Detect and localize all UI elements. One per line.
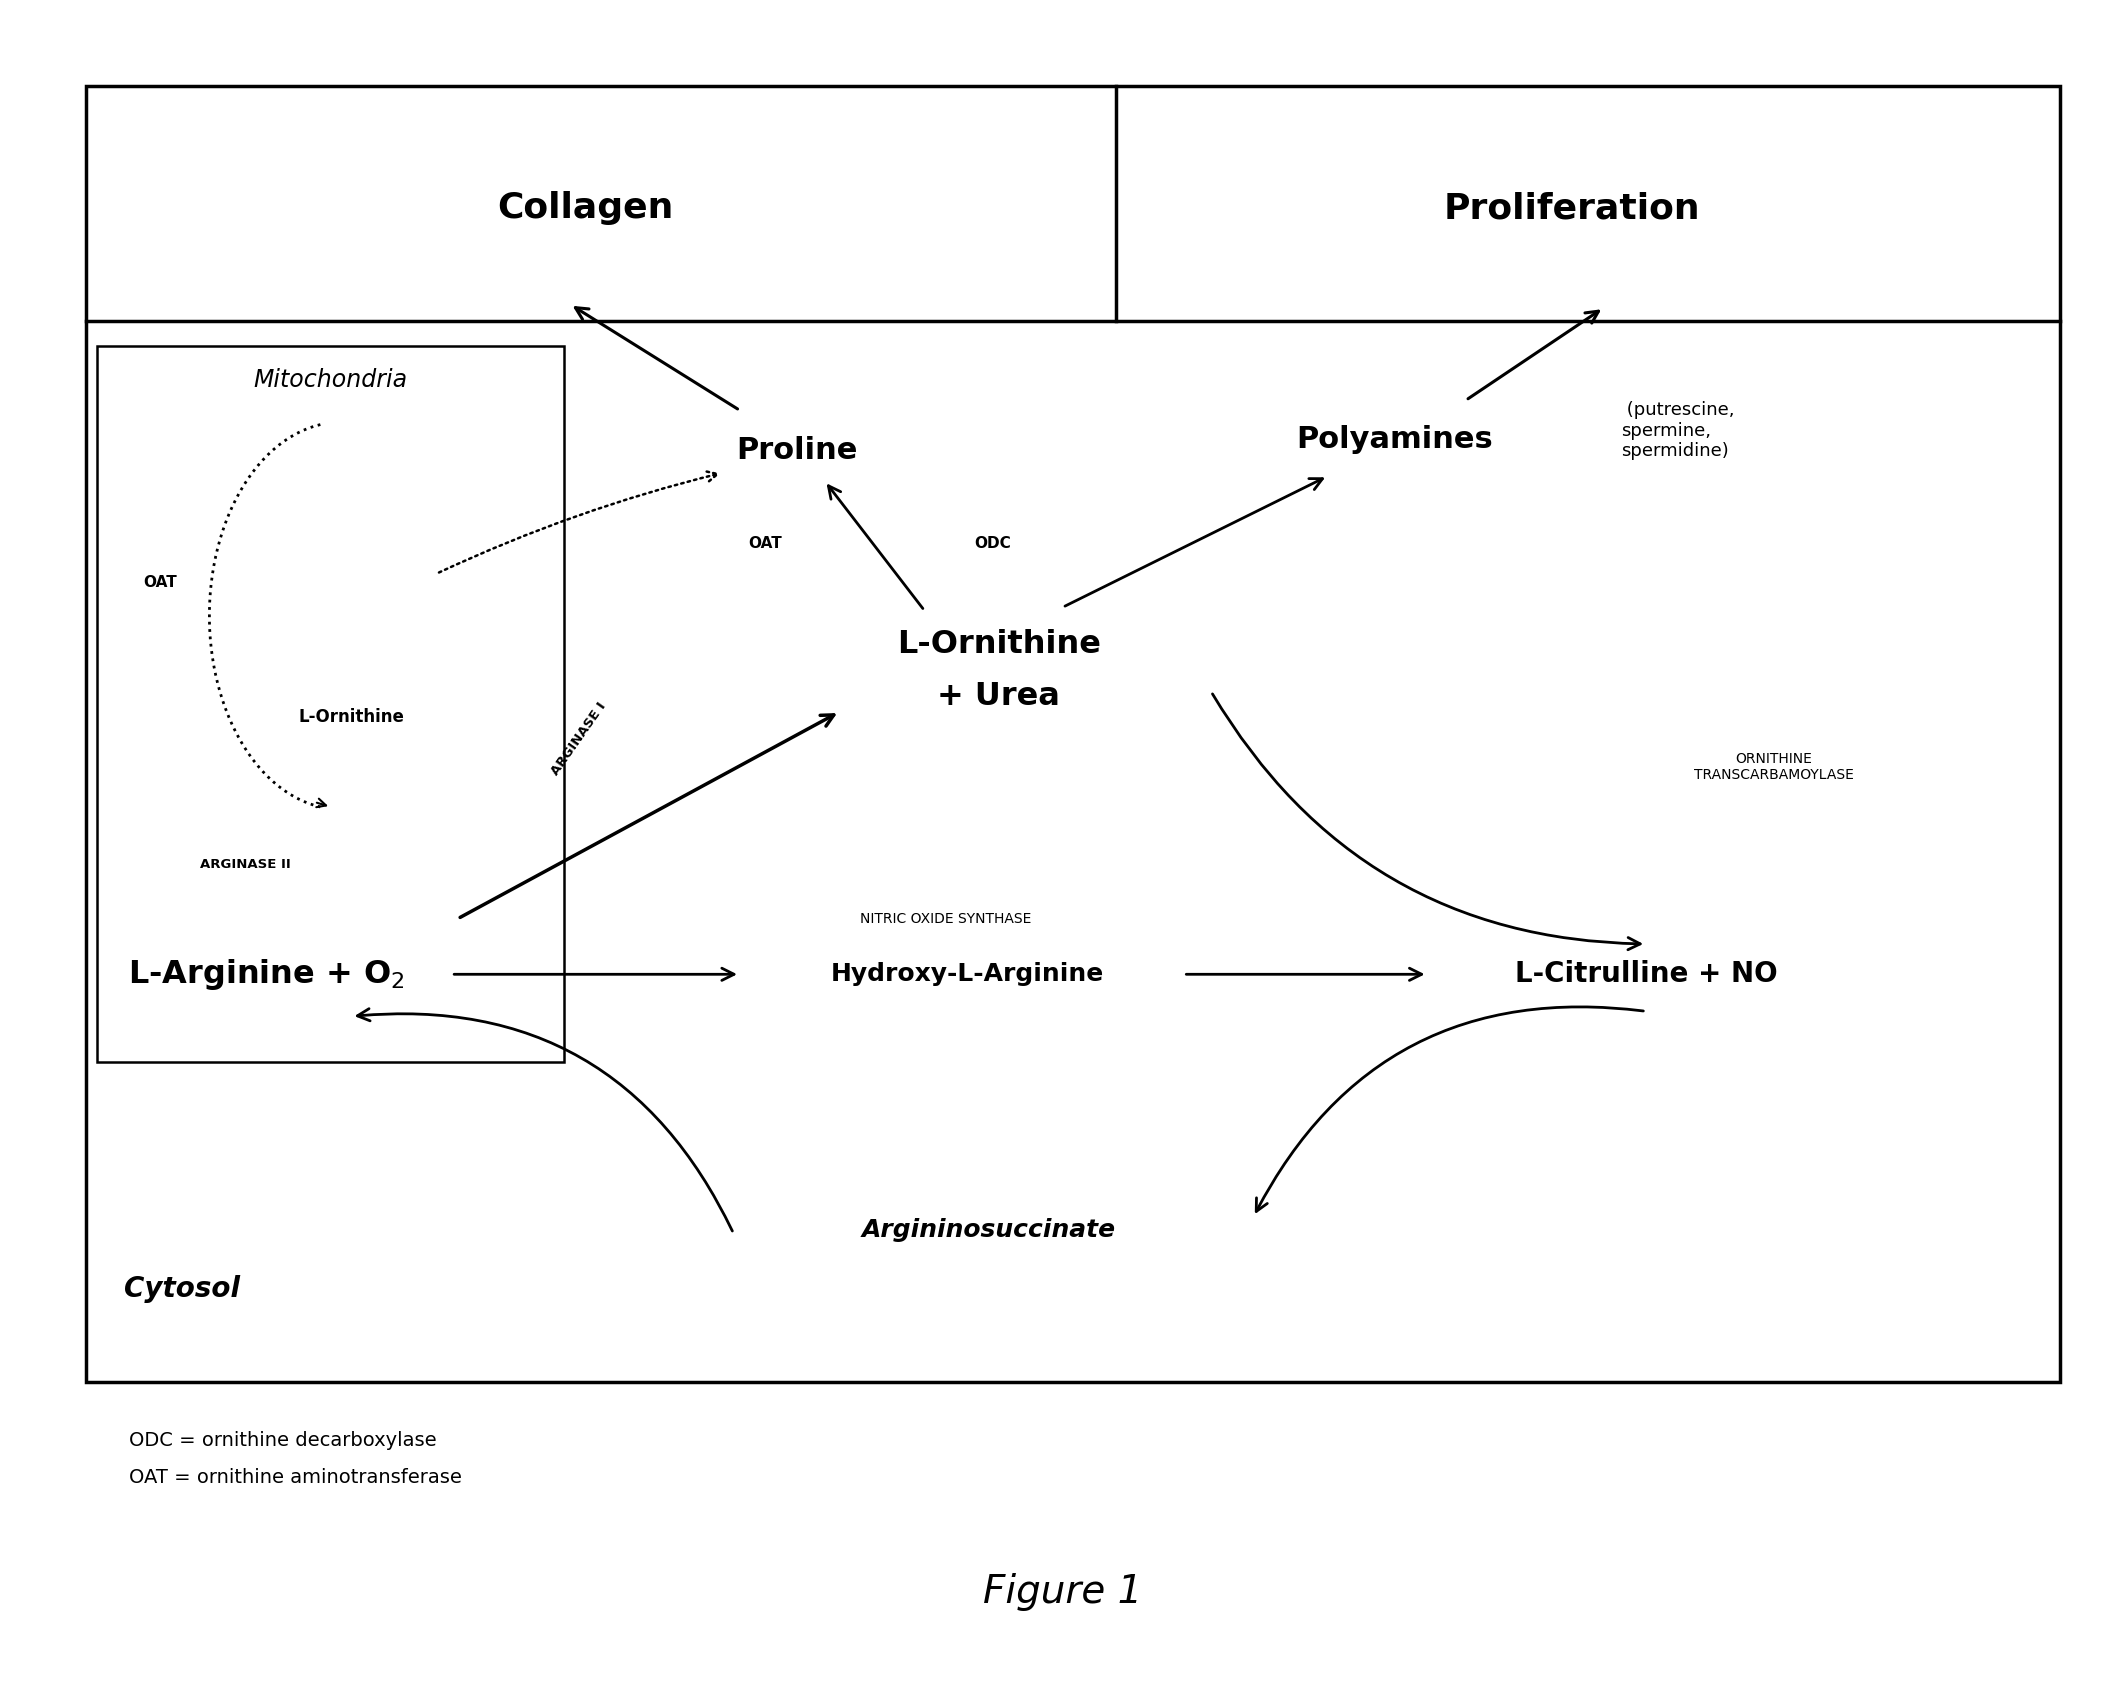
Text: + Urea: + Urea [937,681,1060,711]
Text: Argininosuccinate: Argininosuccinate [861,1219,1116,1243]
Text: ODC: ODC [973,536,1011,551]
FancyBboxPatch shape [87,86,2059,1381]
Text: OAT: OAT [748,536,782,551]
Text: NITRIC OXIDE SYNTHASE: NITRIC OXIDE SYNTHASE [861,912,1031,926]
Text: ARGINASE I: ARGINASE I [548,700,608,777]
Text: L-Arginine + O$_2$: L-Arginine + O$_2$ [128,956,406,991]
Text: L-Citrulline + NO: L-Citrulline + NO [1515,961,1776,988]
Text: Proline: Proline [737,437,859,465]
Text: Collagen: Collagen [497,192,674,226]
Text: ODC = ornithine decarboxylase: ODC = ornithine decarboxylase [130,1431,436,1450]
Text: Hydroxy-L-Arginine: Hydroxy-L-Arginine [831,963,1103,986]
Text: L-Ornithine: L-Ornithine [300,708,404,725]
Text: Cytosol: Cytosol [123,1275,240,1303]
Text: Proliferation: Proliferation [1443,192,1700,226]
Text: OAT: OAT [144,575,176,590]
Text: Mitochondria: Mitochondria [253,368,408,393]
FancyBboxPatch shape [98,346,563,1062]
Text: OAT = ornithine aminotransferase: OAT = ornithine aminotransferase [130,1469,461,1487]
Text: ORNITHINE
TRANSCARBAMOYLASE: ORNITHINE TRANSCARBAMOYLASE [1694,752,1853,782]
Text: (putrescine,
spermine,
spermidine): (putrescine, spermine, spermidine) [1621,401,1734,460]
Text: L-Ornithine: L-Ornithine [897,629,1101,659]
Text: Polyamines: Polyamines [1296,425,1492,454]
Text: Figure 1: Figure 1 [984,1573,1143,1612]
Text: ARGINASE II: ARGINASE II [200,858,291,872]
